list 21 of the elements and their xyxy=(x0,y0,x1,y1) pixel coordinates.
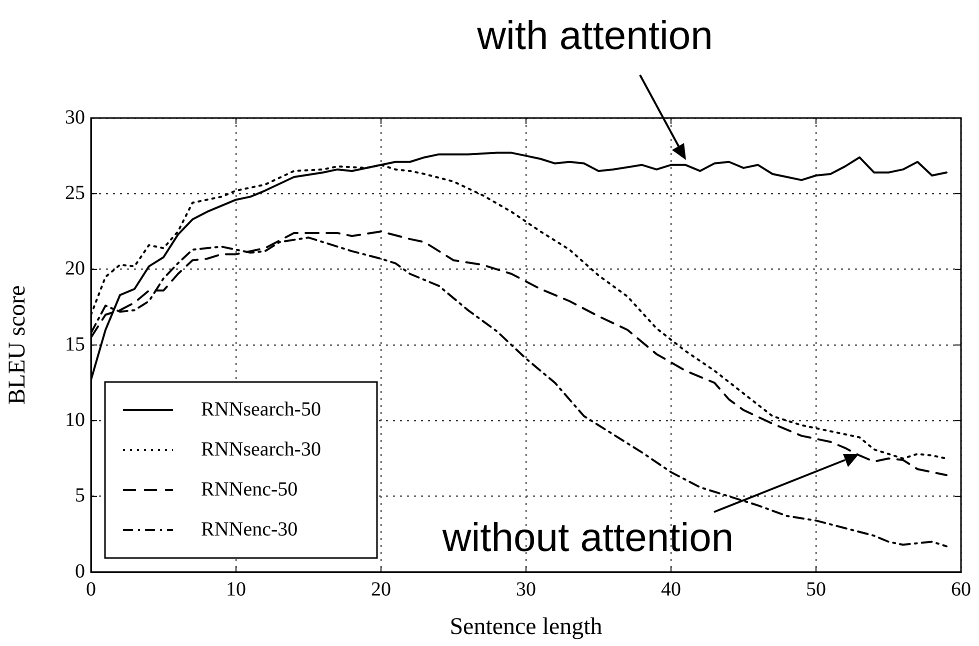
y-tick-label: 10 xyxy=(65,408,85,431)
y-axis-title: BLEU score xyxy=(4,285,31,405)
legend-label: RNNsearch-50 xyxy=(201,398,321,420)
y-tick-label: 30 xyxy=(65,106,85,128)
x-tick-label: 10 xyxy=(226,578,246,600)
text: with attention xyxy=(476,14,713,58)
x-tick-label: 40 xyxy=(661,578,681,600)
legend-label: RNNsearch-30 xyxy=(201,438,321,460)
legend-label: RNNenc-30 xyxy=(201,518,298,540)
y-tick-label: 0 xyxy=(75,560,85,582)
x-tick-label: 60 xyxy=(951,578,971,600)
y-tick-label: 25 xyxy=(65,182,85,204)
x-tick-label: 30 xyxy=(516,578,536,600)
x-tick-label: 50 xyxy=(806,578,826,600)
annotation: without attention xyxy=(441,516,734,560)
y-tick-label: 15 xyxy=(65,333,85,356)
y-tick-label: 20 xyxy=(65,258,85,280)
x-axis-title: Sentence length xyxy=(450,614,602,640)
y-tick-label: 5 xyxy=(75,484,85,507)
legend-label: RNNenc-50 xyxy=(201,478,298,500)
x-tick-label: 20 xyxy=(371,578,391,600)
